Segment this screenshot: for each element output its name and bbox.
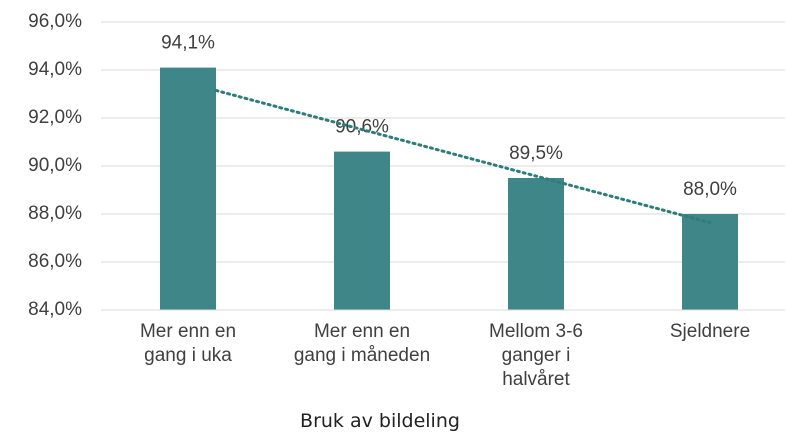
data-label: 88,0% xyxy=(683,179,737,200)
bar xyxy=(508,178,564,310)
y-tick-label: 88,0% xyxy=(28,203,82,224)
x-tick-label: Mellom 3-6 ganger i halvåret xyxy=(489,321,583,390)
y-tick-label: 86,0% xyxy=(28,251,82,272)
y-tick-label: 90,0% xyxy=(28,155,82,176)
bar xyxy=(160,67,216,310)
x-tick-label: Mer enn en gang i måneden xyxy=(293,321,431,366)
x-tick-label: Sjeldnere xyxy=(669,321,751,342)
bar xyxy=(682,214,738,310)
trendline xyxy=(214,88,712,225)
bar xyxy=(334,151,390,310)
data-label: 94,1% xyxy=(161,33,215,54)
y-tick-label: 92,0% xyxy=(28,107,82,128)
y-tick-label: 84,0% xyxy=(28,299,82,320)
data-label: 89,5% xyxy=(509,143,563,164)
x-tick-label: Mer enn en gang i uka xyxy=(139,321,237,366)
y-tick-label: 96,0% xyxy=(28,11,82,32)
x-axis-title: Bruk av bildeling xyxy=(300,410,460,432)
y-tick-label: 94,0% xyxy=(28,59,82,80)
